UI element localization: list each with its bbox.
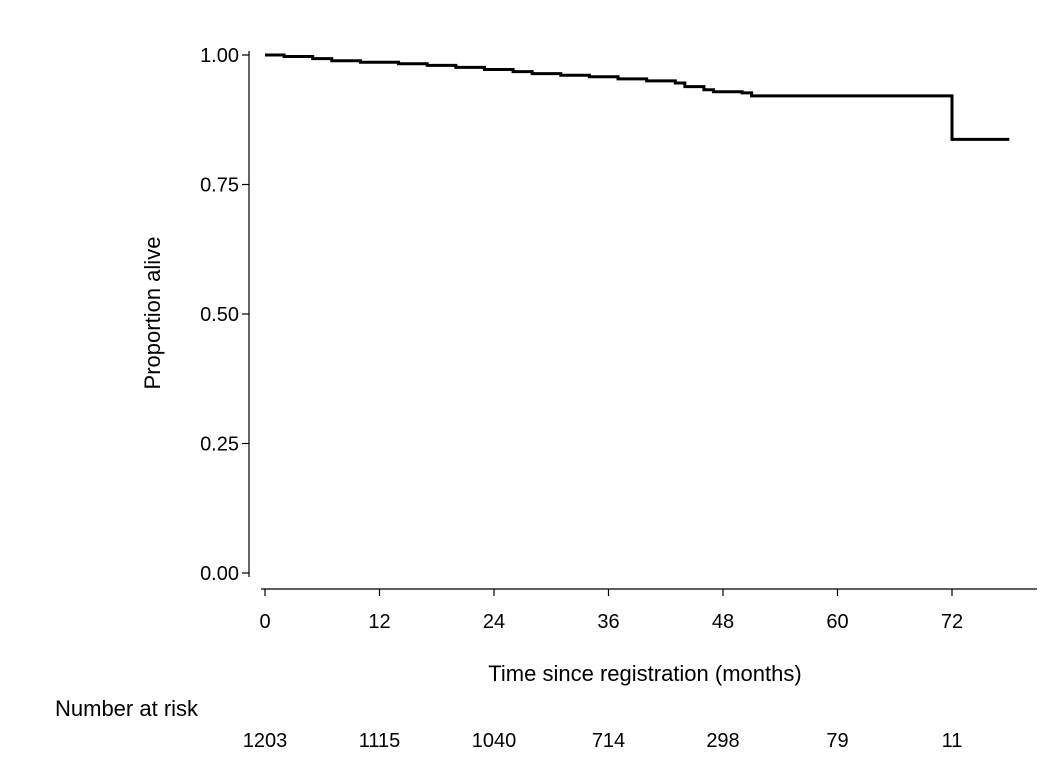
x-tick-label-6: 72: [941, 611, 963, 633]
risk-value-2: 1040: [472, 730, 517, 752]
x-axis: 0 12 24 36 48 60 72: [259, 588, 1037, 633]
x-tick-label-2: 24: [483, 611, 505, 633]
risk-value-4: 298: [706, 730, 739, 752]
risk-value-3: 714: [592, 730, 625, 752]
risk-table-row: 1203 1115 1040 714 298 79 11: [243, 730, 963, 752]
series-layer: [265, 53, 1010, 141]
risk-value-0: 1203: [243, 730, 288, 752]
y-axis: 0.00 0.25 0.50 0.75 1.00: [200, 45, 250, 585]
x-tick-label-1: 12: [368, 611, 390, 633]
risk-value-1: 1115: [359, 730, 401, 752]
y-tick-label-0: 0.00: [200, 563, 239, 585]
y-tick-label-3: 0.75: [200, 175, 239, 197]
y-tick-label-1: 0.25: [200, 434, 239, 456]
x-tick-label-0: 0: [259, 611, 270, 633]
x-tick-label-3: 36: [597, 611, 619, 633]
risk-table-title: Number at risk: [55, 696, 199, 721]
y-axis-title: Proportion alive: [140, 237, 165, 390]
risk-value-6: 11: [942, 730, 963, 752]
y-tick-label-2: 0.50: [200, 304, 239, 326]
risk-value-5: 79: [826, 730, 848, 752]
y-tick-label-4: 1.00: [200, 45, 239, 67]
x-tick-label-5: 60: [826, 611, 848, 633]
x-tick-label-4: 48: [712, 611, 734, 633]
survival-curve-0: [265, 53, 1010, 141]
x-axis-title: Time since registration (months): [488, 661, 801, 686]
